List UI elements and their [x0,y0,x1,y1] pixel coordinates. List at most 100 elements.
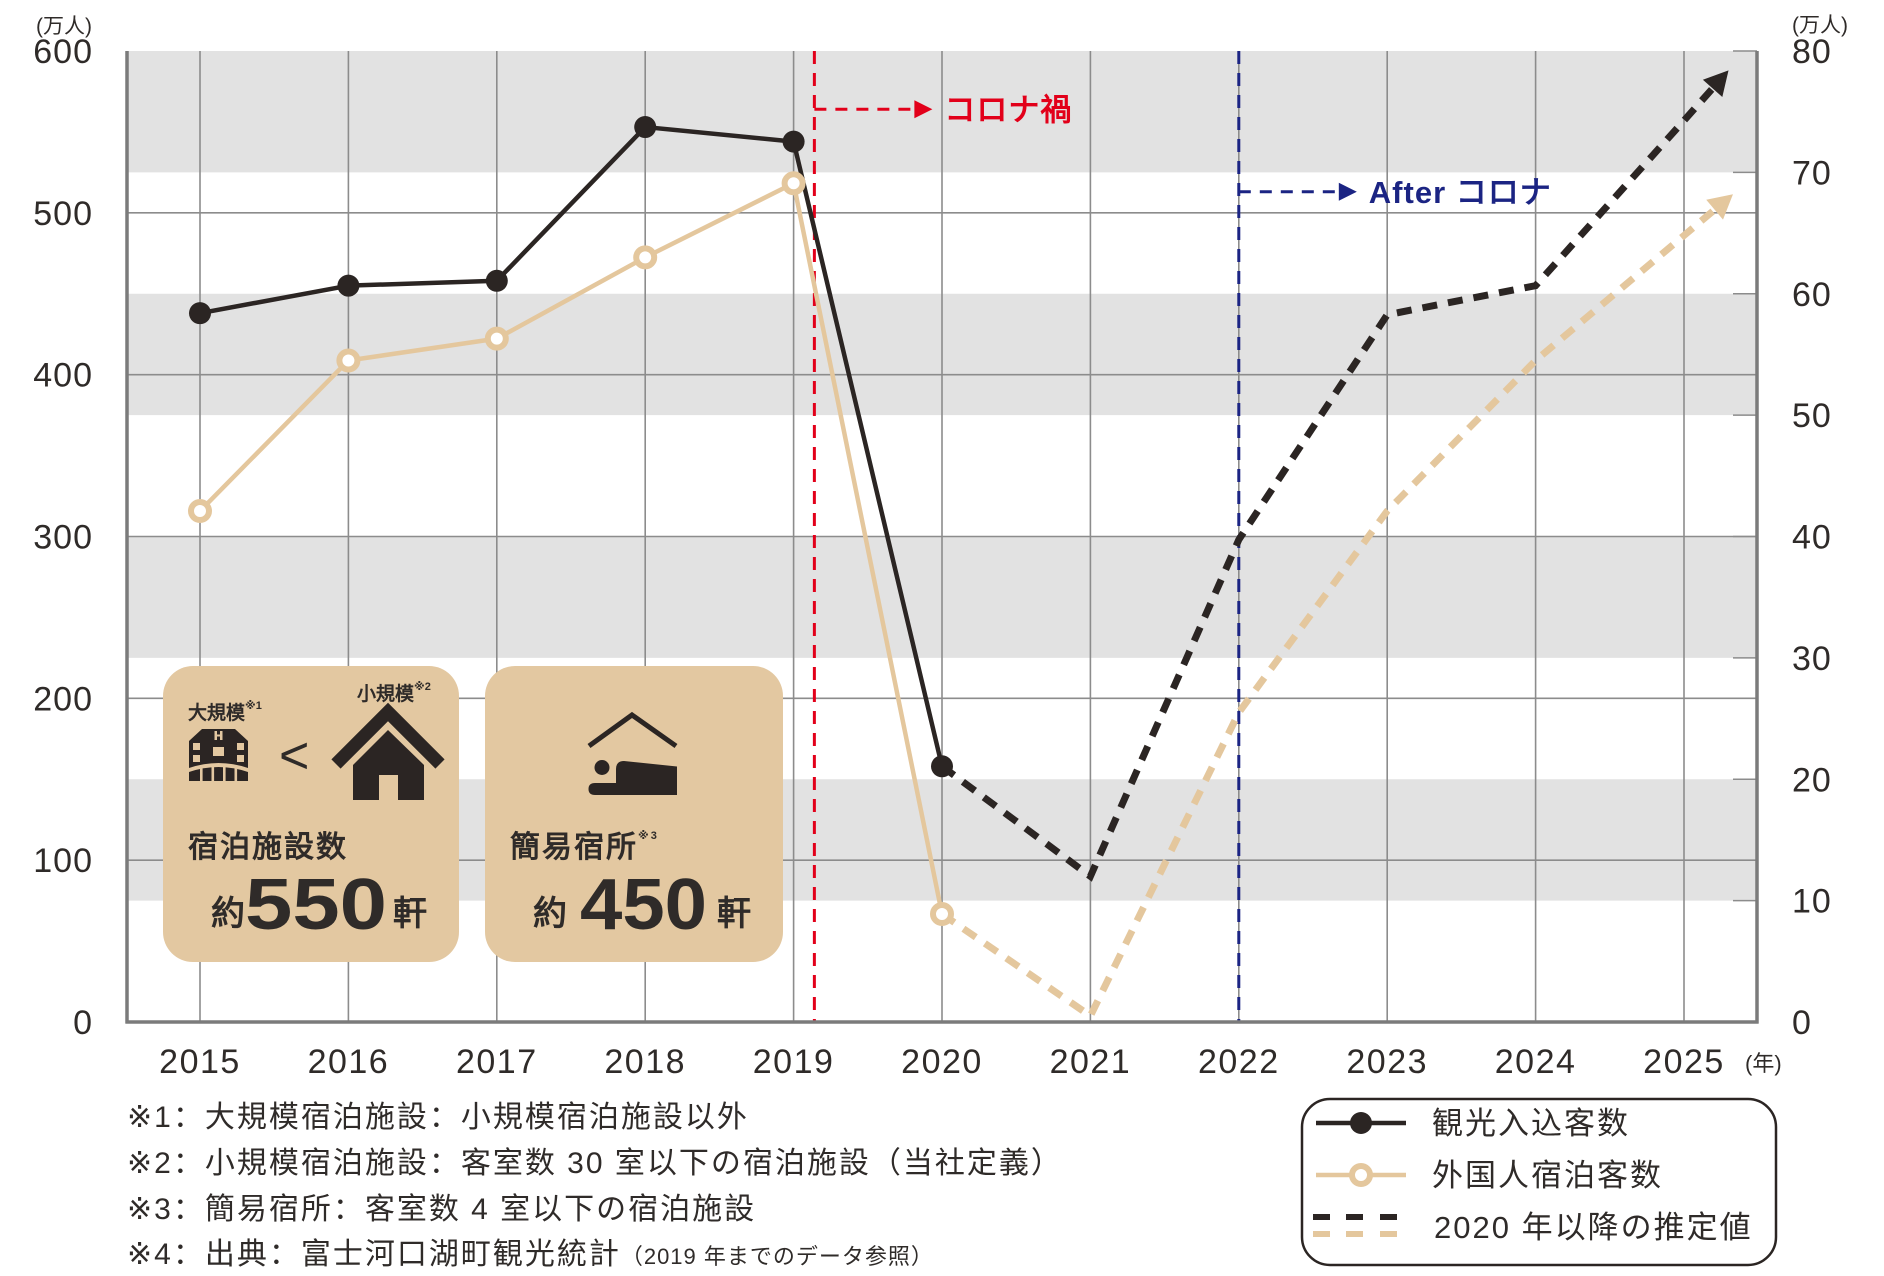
data-point-marker [485,269,508,292]
data-point-marker [634,116,657,139]
series-line-estimated [939,86,1716,882]
house-icon [331,702,445,800]
dash-sample-icon [1380,1231,1397,1237]
data-point-marker [782,130,805,153]
legend-item-visitors: 観光入込客数 [1316,1106,1630,1141]
person-head [594,760,610,775]
right-axis-tick-label: 50 [1792,397,1832,435]
footnote-ref: ※3 [638,830,659,842]
x-axis-tick-label: 2024 [1495,1043,1577,1081]
less-than-symbol: < [279,727,309,785]
annotation-label: After コロナ [1369,175,1552,210]
right-axis-tick-label: 80 [1792,33,1832,71]
hotel-h-sign [220,731,223,740]
axis-labels: 0 100 200 300 400 500 600 0 10 20 30 40 50 60 70 80 2015… [33,33,1832,1081]
x-axis-tick-label: 2021 [1050,1043,1132,1081]
window [213,747,224,756]
right-axis-tick-label: 40 [1792,519,1832,557]
dash-sample-icon [1346,1214,1363,1220]
legend-box [1300,1097,1778,1267]
card-background [485,666,783,962]
right-axis-tick-label: 70 [1792,154,1832,192]
footnote-4-text: ※4：出典：富士河口湖町観光統計 [127,1238,621,1271]
data-point-marker [781,171,806,196]
arrow-right-icon [1338,182,1357,201]
column-gap [211,765,215,782]
column-gap [223,765,226,782]
data-point-marker [484,326,509,351]
window [193,743,200,750]
card-title: 簡易宿所※3 [510,830,659,864]
legend-label: 観光入込客数 [1432,1106,1630,1141]
person-body-futon [588,761,677,795]
window [237,743,244,750]
card-title-text: 簡易宿所 [510,830,638,864]
footnotes: ※1：大規模宿泊施設：小規模宿泊施設以外 ※2：小規模宿泊施設：客室数 30 室… [127,1101,1063,1271]
column-gap [200,765,203,782]
window [237,755,244,762]
data-point-marker [188,499,212,524]
hollow-circle-marker-icon [1349,1163,1373,1187]
card-lodging-facilities: 大規模※1 < 小規模※2 宿泊施設数 約 550 軒 [163,666,459,962]
series-tourist-visitors [189,70,1729,882]
approx-prefix: 約 [533,895,567,933]
arrow-right-icon [914,100,933,119]
right-axis-tick-label: 60 [1792,276,1832,314]
annotations: コロナ禍 After コロナ [812,51,1552,1022]
left-axis-unit: (万人) [36,15,92,38]
x-axis-tick-label: 2020 [901,1043,983,1081]
large-scale-label: 大規模※1 [188,700,262,724]
footnote-3: ※3：簡易宿所：客室数 4 室以下の宿泊施設 [127,1193,756,1226]
footnote-4: ※4：出典：富士河口湖町観光統計（2019 年までのデータ参照） [127,1238,934,1271]
hotel-h-sign [214,731,217,740]
hotel-building-icon [189,729,248,782]
data-point-marker [633,245,658,270]
large-scale-text: 大規模 [188,701,246,724]
data-point-marker [337,274,360,297]
x-axis-tick-label: 2017 [456,1043,538,1081]
dash-sample-icon [1313,1231,1330,1237]
annotation-label: コロナ禍 [944,92,1072,127]
legend-label: 2020 年以降の推定値 [1434,1210,1753,1245]
legend-item-foreign-overnight: 外国人宿泊客数 [1316,1158,1661,1193]
data-point-marker [189,302,211,325]
filled-circle-marker-icon [1350,1112,1372,1134]
small-scale-text: 小規模 [357,682,415,705]
series-line-actual [199,124,945,767]
window [193,755,200,762]
house-roof [331,702,445,769]
card-simple-lodging: 簡易宿所※3 約 450 軒 [485,666,783,962]
data-point-marker [930,901,954,926]
series-foreign-overnight-stays [188,171,1733,1022]
left-axis-tick-label: 200 [33,680,93,718]
x-axis-tick-label: 2023 [1346,1043,1428,1081]
small-scale-label: 小規模※2 [357,681,431,705]
right-axis-tick-label: 30 [1792,640,1832,678]
right-axis-unit: (万人) [1792,14,1848,37]
left-axis-tick-label: 300 [33,519,93,557]
footnote-1: ※1：大規模宿泊施設：小規模宿泊施設以外 [127,1101,749,1134]
right-axis-tick-label: 10 [1792,883,1832,921]
left-axis-tick-label: 100 [33,842,93,880]
trend-arrow-head-icon [1706,194,1733,220]
hotel-h-sign [217,734,220,737]
right-axis-tick-label: 20 [1792,761,1832,799]
footnote-2: ※2：小規模宿泊施設：客室数 30 室以下の宿泊施設（当社定義） [127,1147,1063,1180]
dash-sample-icon [1346,1231,1363,1237]
series-line-actual [198,181,945,915]
axes [125,51,1759,1024]
x-axis-tick-label: 2025 [1643,1043,1725,1081]
data-series [188,70,1733,1022]
card-title: 宿泊施設数 [188,830,348,864]
dash-sample-icon [1380,1214,1397,1220]
house-body [353,730,424,800]
left-axis-tick-label: 500 [33,195,93,233]
approx-prefix: 約 [211,895,245,933]
series-line-estimated [940,207,1717,1022]
trend-arrow-head-icon [1702,70,1729,97]
data-point-marker [931,755,953,778]
left-axis-tick-label: 0 [73,1004,93,1042]
x-axis-tick-label: 2022 [1198,1043,1280,1081]
